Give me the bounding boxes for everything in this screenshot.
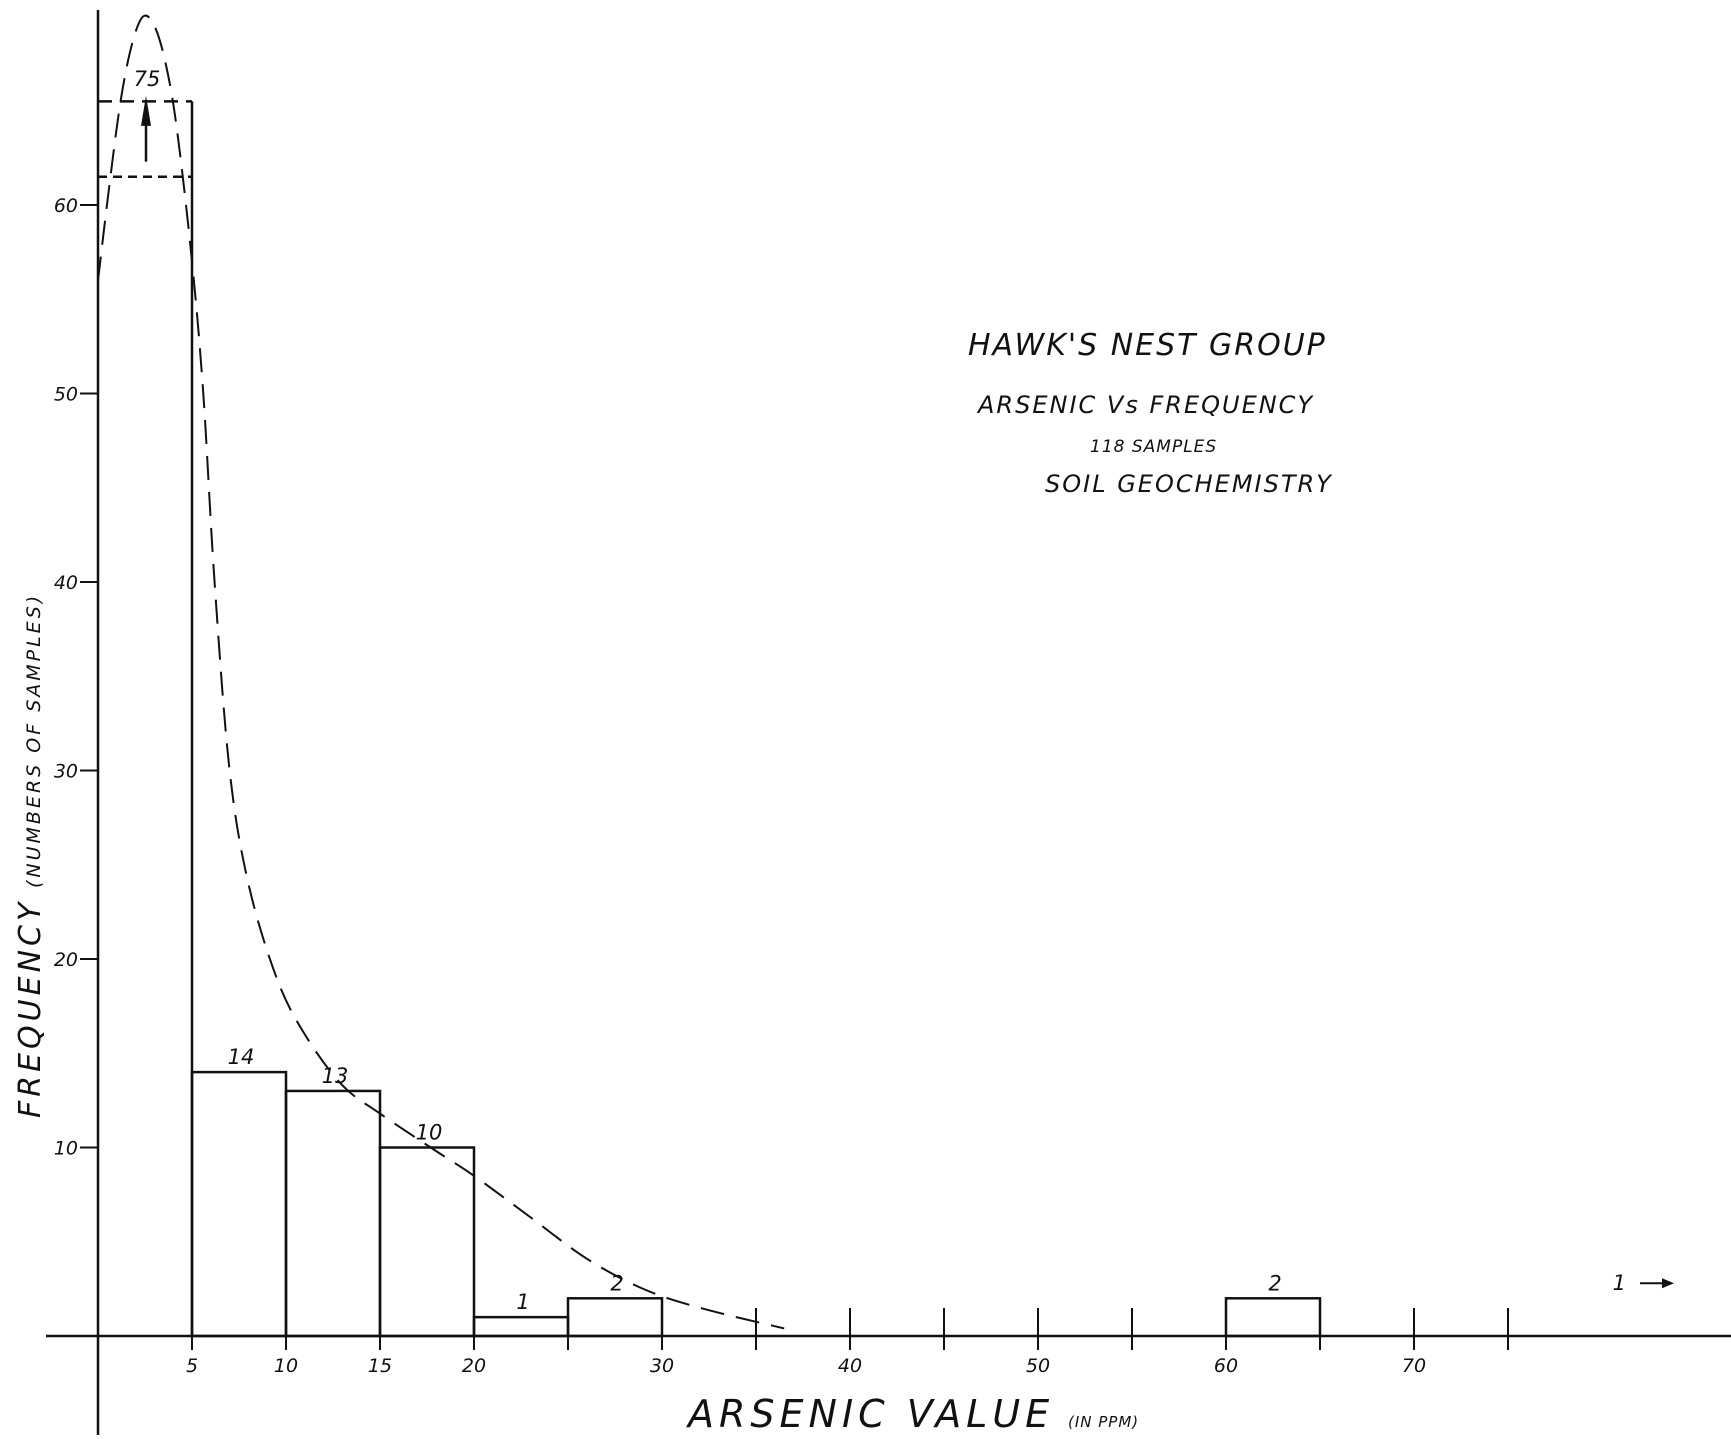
x-tick-label: 70 xyxy=(1402,1355,1426,1377)
histogram-bar xyxy=(378,1146,476,1338)
x-tick-label: 50 xyxy=(1026,1355,1050,1377)
fitted-curve-layer xyxy=(97,14,785,1330)
histogram-bar xyxy=(566,1297,664,1338)
x-tick-label: 30 xyxy=(650,1355,674,1377)
histogram-bar xyxy=(190,1070,288,1338)
bar-value-label: 10 xyxy=(416,1121,443,1145)
bar-value-label: 2 xyxy=(1268,1271,1281,1295)
labels-layer: 75 14 13 10 1 2 2 1 xyxy=(134,67,1674,1314)
histogram-bar xyxy=(284,1089,382,1338)
bar-value-label: 14 xyxy=(228,1045,255,1069)
y-axis-title: FREQUENCY xyxy=(13,899,48,1118)
chart-subtitle-method: SOIL GEOCHEMISTRY xyxy=(1045,470,1333,498)
ticks-layer: 5 10 15 20 30 40 50 60 70 10 20 30 40 50 60 xyxy=(54,195,1509,1377)
offscale-right-arrow-head xyxy=(1662,1278,1674,1289)
y-axis-unit: (NUMBERS OF SAMPLES) xyxy=(23,593,45,888)
histogram-bar xyxy=(1224,1297,1322,1338)
axes-layer xyxy=(46,10,1731,1435)
chart-subtitle-samples: 118 SAMPLES xyxy=(1090,437,1217,457)
y-tick-label: 20 xyxy=(54,949,78,971)
histogram-bar xyxy=(472,1315,570,1338)
x-tick-label: 15 xyxy=(368,1355,392,1377)
x-tick-label: 60 xyxy=(1214,1355,1238,1377)
y-tick-label: 40 xyxy=(54,572,78,594)
y-tick-label: 10 xyxy=(54,1138,78,1160)
y-tick-label: 50 xyxy=(54,384,78,406)
x-tick-label: 5 xyxy=(186,1355,198,1377)
x-axis-unit: (IN PPM) xyxy=(1068,1413,1139,1431)
y-axis-title-group: FREQUENCY (NUMBERS OF SAMPLES) xyxy=(13,593,48,1118)
chart-title: HAWK'S NEST GROUP xyxy=(968,328,1327,363)
x-axis-title: ARSENIC VALUE xyxy=(685,1392,1054,1436)
x-tick-label: 20 xyxy=(462,1355,486,1377)
histogram-bars-layer xyxy=(98,95,1322,1338)
fitted-curve-line xyxy=(97,14,785,1330)
offscale-count-label: 1 xyxy=(1613,1271,1626,1295)
x-tick-label: 10 xyxy=(274,1355,298,1377)
y-tick-label: 30 xyxy=(54,761,78,783)
y-tick-label: 60 xyxy=(54,195,78,217)
bar-value-label: 75 xyxy=(134,67,161,91)
chart-subtitle: ARSENIC Vs FREQUENCY xyxy=(976,391,1314,419)
bar-value-label: 13 xyxy=(322,1064,349,1088)
bar-value-label: 2 xyxy=(610,1271,623,1295)
offscale-arrow-head xyxy=(141,95,151,126)
x-tick-label: 40 xyxy=(838,1355,862,1377)
bar-value-label: 1 xyxy=(516,1290,529,1314)
